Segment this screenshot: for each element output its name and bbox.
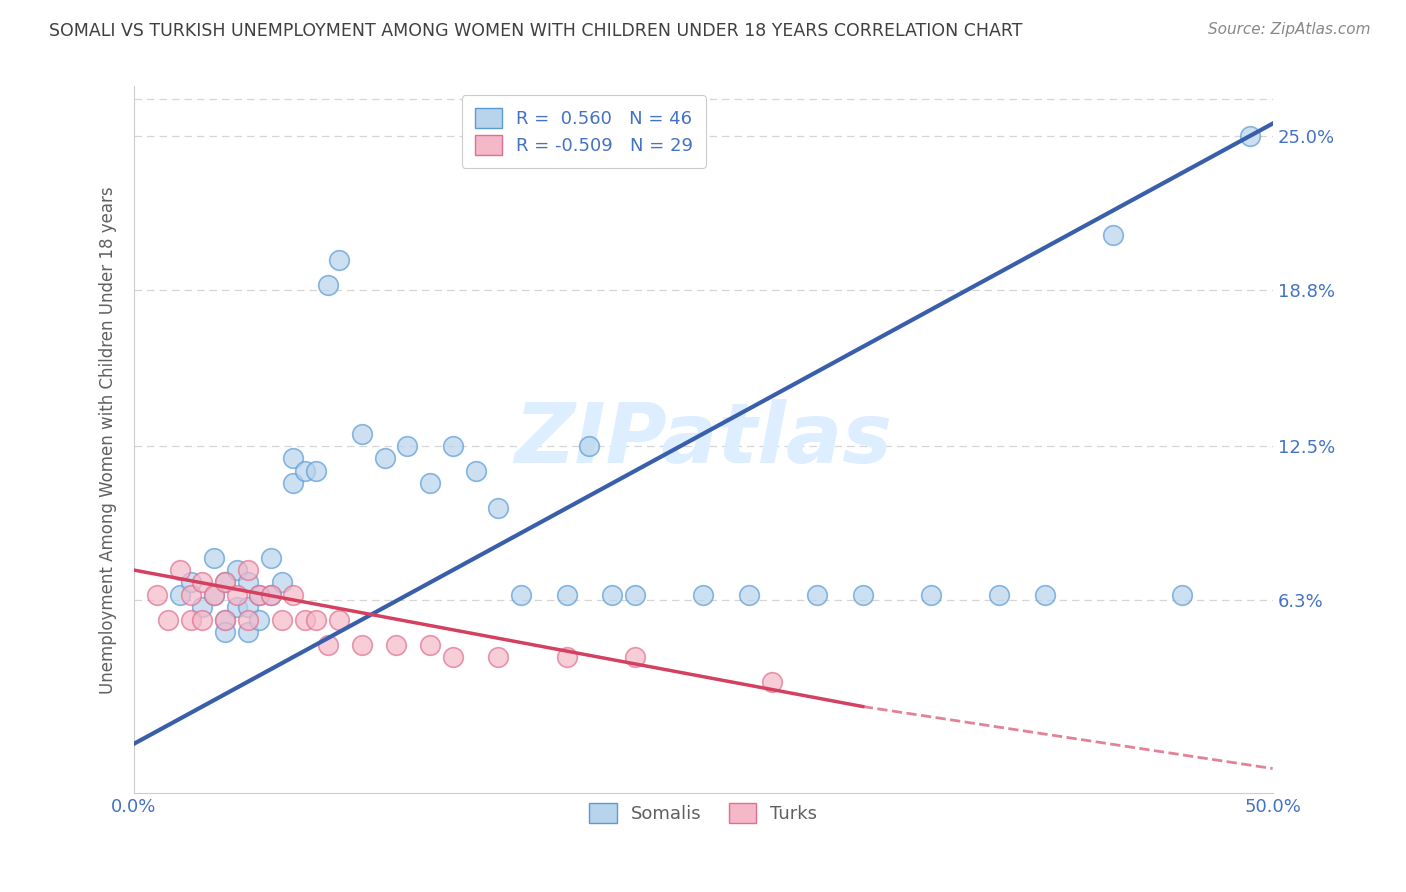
Point [692, 588, 714, 602]
Text: ZIPatlas: ZIPatlas [515, 400, 893, 481]
Point [1102, 228, 1125, 243]
Point [624, 649, 647, 664]
Point [486, 501, 509, 516]
Point [202, 550, 225, 565]
Point [350, 426, 373, 441]
Y-axis label: Unemployment Among Women with Children Under 18 years: Unemployment Among Women with Children U… [100, 186, 117, 694]
Point [236, 600, 259, 615]
Point [180, 575, 202, 590]
Point [146, 588, 169, 602]
Point [988, 588, 1011, 602]
Point [316, 277, 339, 292]
Point [225, 600, 247, 615]
Point [852, 588, 875, 602]
Point [180, 588, 202, 602]
Point [191, 600, 214, 615]
Point [260, 588, 283, 602]
Point [271, 575, 294, 590]
Text: SOMALI VS TURKISH UNEMPLOYMENT AMONG WOMEN WITH CHILDREN UNDER 18 YEARS CORRELAT: SOMALI VS TURKISH UNEMPLOYMENT AMONG WOM… [49, 22, 1022, 40]
Point [385, 638, 408, 652]
Point [214, 575, 236, 590]
Point [578, 439, 600, 453]
Point [328, 252, 350, 267]
Point [305, 613, 328, 627]
Point [510, 588, 533, 602]
Point [214, 625, 236, 640]
Point [169, 563, 191, 577]
Point [283, 476, 305, 491]
Point [738, 588, 761, 602]
Point [169, 588, 191, 602]
Point [419, 476, 441, 491]
Point [555, 588, 578, 602]
Point [236, 613, 259, 627]
Point [202, 588, 225, 602]
Point [419, 638, 441, 652]
Point [283, 451, 305, 466]
Point [761, 674, 783, 689]
Point [806, 588, 828, 602]
Point [441, 649, 464, 664]
Point [247, 588, 270, 602]
Point [247, 613, 270, 627]
Point [214, 613, 236, 627]
Point [373, 451, 395, 466]
Point [920, 588, 942, 602]
Point [202, 588, 225, 602]
Point [180, 613, 202, 627]
Point [328, 613, 350, 627]
Point [236, 575, 259, 590]
Legend: Somalis, Turks: Somalis, Turks [579, 792, 828, 834]
Point [396, 439, 419, 453]
Point [350, 638, 373, 652]
Point [441, 439, 464, 453]
Point [600, 588, 623, 602]
Point [1239, 128, 1261, 143]
Point [236, 625, 259, 640]
Point [283, 588, 305, 602]
Point [1033, 588, 1056, 602]
Point [555, 649, 578, 664]
Point [624, 588, 647, 602]
Point [271, 613, 294, 627]
Point [260, 550, 283, 565]
Point [214, 575, 236, 590]
Point [236, 563, 259, 577]
Point [464, 464, 486, 478]
Point [486, 649, 509, 664]
Point [247, 588, 270, 602]
Point [191, 613, 214, 627]
Point [214, 613, 236, 627]
Text: Source: ZipAtlas.com: Source: ZipAtlas.com [1208, 22, 1371, 37]
Point [225, 588, 247, 602]
Point [294, 464, 316, 478]
Point [191, 575, 214, 590]
Point [305, 464, 328, 478]
Point [294, 613, 316, 627]
Point [316, 638, 339, 652]
Point [225, 563, 247, 577]
Point [1170, 588, 1192, 602]
Point [157, 613, 180, 627]
Point [260, 588, 283, 602]
